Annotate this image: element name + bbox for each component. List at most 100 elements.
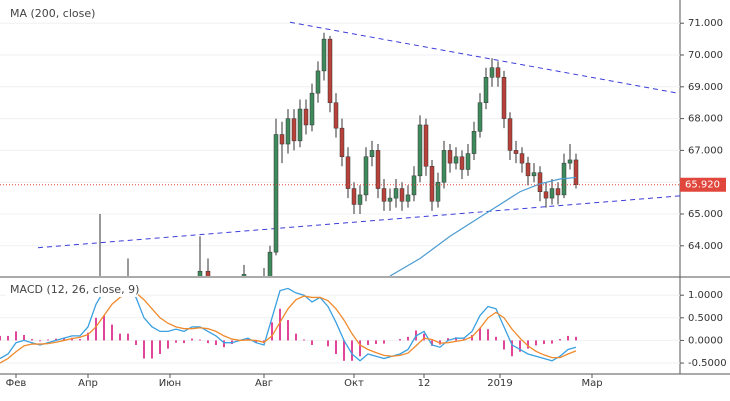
histogram-bar [295, 333, 297, 341]
histogram-bar [175, 340, 177, 343]
candle-body [345, 156, 351, 189]
x-tick-label: Июн [159, 378, 181, 389]
histogram-bar [111, 324, 113, 341]
histogram-bar [335, 340, 337, 354]
candle-body [375, 150, 381, 189]
macd-line [0, 285, 577, 362]
candle-body [291, 118, 297, 142]
histogram-bar [351, 340, 353, 361]
y-tick-label: 71.000 [688, 18, 723, 29]
y-tick-label: 64.000 [688, 241, 723, 252]
x-tick-label: Мар [581, 378, 602, 389]
histogram-bar [527, 340, 529, 349]
candle-body [483, 77, 489, 103]
x-tick-label: 2019 [487, 378, 512, 389]
y-tick-label: 70.000 [688, 50, 723, 61]
candle-body [303, 108, 309, 126]
candle-body [285, 118, 291, 145]
candle-body [205, 270, 211, 276]
x-tick-label: 12 [418, 378, 431, 389]
candle-body [309, 92, 315, 126]
histogram-bar [23, 335, 25, 341]
histogram-bar [551, 340, 553, 344]
candle-body [369, 150, 375, 158]
candle-body [495, 67, 501, 78]
x-tick-label: Окт [344, 378, 364, 389]
candle-body [447, 150, 453, 164]
candle-body [327, 38, 333, 103]
title-bg [6, 281, 138, 297]
last-price-tag [680, 177, 726, 192]
histogram-bar [535, 340, 537, 346]
candle-body [273, 134, 279, 253]
histogram-bar [15, 331, 17, 341]
candle-body [477, 102, 483, 132]
histogram-bar [375, 340, 377, 345]
histogram-bar [543, 340, 545, 345]
moving-average [389, 176, 577, 276]
candle-body [405, 194, 411, 202]
macd-line [0, 292, 577, 364]
histogram-bar [31, 339, 33, 341]
histogram-bar [455, 337, 457, 341]
histogram-bar [191, 338, 193, 341]
histogram-bar [407, 336, 409, 341]
histogram-bar [127, 333, 129, 341]
candle-body [357, 194, 363, 205]
histogram-bar [447, 338, 449, 341]
histogram-bar [119, 333, 121, 341]
candle-body [363, 156, 369, 196]
candle-body [453, 156, 459, 164]
candle-body [537, 172, 543, 192]
histogram-bar [511, 340, 513, 357]
histogram-bar [151, 340, 153, 359]
candle-body [435, 181, 441, 202]
histogram-bar [207, 340, 209, 344]
x-tick-label: Фев [6, 378, 27, 389]
histogram-bar [399, 339, 401, 341]
histogram-bar [575, 336, 577, 341]
histogram-bar [103, 315, 105, 341]
histogram-bar [143, 340, 145, 359]
y-tick-label: 65.000 [688, 209, 723, 220]
histogram-bar [215, 340, 217, 345]
candle-body [519, 153, 525, 164]
histogram-bar [479, 327, 481, 341]
x-tick-label: Авг [255, 378, 273, 389]
candle-body [241, 274, 247, 276]
histogram-bar [287, 320, 289, 341]
histogram-bar [47, 339, 49, 341]
histogram-bar [87, 332, 89, 341]
candle-body [573, 159, 579, 185]
candle-body [333, 102, 339, 129]
title-bg [6, 5, 92, 21]
candle-body [429, 166, 435, 202]
candle-body [567, 159, 573, 164]
histogram-bar [255, 340, 257, 343]
histogram-bar [199, 339, 201, 341]
candle-body [267, 251, 273, 276]
trendline [289, 21, 679, 94]
histogram-bar [135, 340, 137, 345]
candle-body [321, 38, 327, 72]
candle-body [459, 156, 465, 170]
histogram-bar [327, 340, 329, 347]
x-tick-label: Апр [78, 378, 98, 389]
candle-body [399, 188, 405, 202]
histogram-bar [567, 335, 569, 341]
histogram-bar [359, 340, 361, 357]
candle-body [351, 188, 357, 205]
histogram-bar [519, 340, 521, 352]
price-pane [0, 21, 680, 276]
macd-title: MACD (12, 26, close, 9) [10, 283, 139, 296]
candle-body [549, 188, 555, 199]
y-tick-label: -0.5000 [688, 358, 727, 369]
candle-body [387, 197, 393, 202]
last-price-label: 65.920 [685, 180, 720, 191]
candle-body [411, 175, 417, 196]
candle-body [531, 172, 537, 177]
y-tick-label: 69.000 [688, 82, 723, 93]
price-title: MA (200, close) [10, 7, 95, 20]
